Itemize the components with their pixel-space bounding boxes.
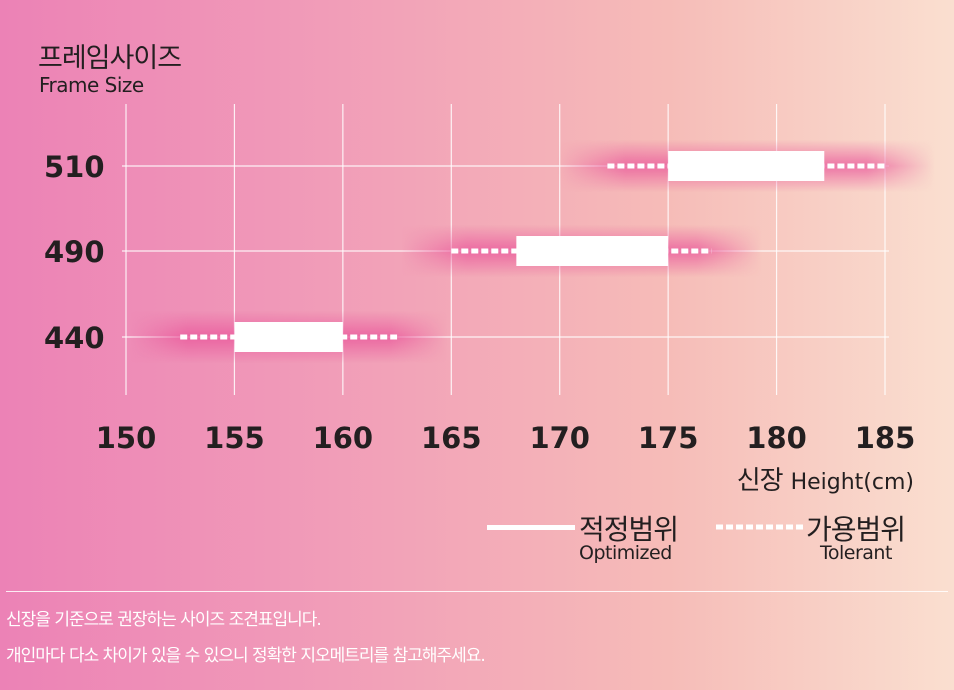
y-tick-label: 440 xyxy=(44,321,105,355)
legend-optimized: 적정범위 Optimized xyxy=(487,508,687,568)
legend-dashed-line xyxy=(716,524,804,530)
x-tick-label: 170 xyxy=(529,421,590,455)
x-tick-label: 155 xyxy=(204,421,265,455)
x-tick-label: 160 xyxy=(313,421,374,455)
y-axis-title-korean: 프레임사이즈 xyxy=(38,43,182,74)
x-tick-label: 150 xyxy=(96,421,157,455)
x-tick-label: 165 xyxy=(421,421,482,455)
y-tick-label: 510 xyxy=(44,150,105,184)
divider xyxy=(6,591,948,592)
optimized-range-490 xyxy=(516,236,669,266)
x-axis-title-english: Height(cm) xyxy=(790,470,914,495)
legend-tolerant-label: 가용범위 xyxy=(806,513,906,546)
y-axis-title-english: Frame Size xyxy=(39,73,144,97)
legend-tolerant-sublabel: Tolerant xyxy=(820,542,892,564)
x-axis-title: 신장 Height(cm) xyxy=(737,460,914,497)
note-line-1: 신장을 기준으로 권장하는 사이즈 조견표입니다. xyxy=(6,610,322,630)
y-tick-label: 490 xyxy=(44,235,105,269)
x-tick-label: 185 xyxy=(855,421,916,455)
legend-solid-line xyxy=(487,525,575,530)
note-line-2: 개인마다 다소 차이가 있을 수 있으니 정확한 지오메트리를 참고해주세요. xyxy=(6,646,486,666)
optimized-range-440 xyxy=(234,322,343,352)
legend-optimized-sublabel: Optimized xyxy=(579,542,672,564)
x-axis-title-korean: 신장 xyxy=(736,466,784,496)
optimized-range-510 xyxy=(668,151,825,181)
legend-tolerant: 가용범위 Tolerant xyxy=(716,508,916,568)
x-tick-label: 175 xyxy=(638,421,699,455)
legend-optimized-label: 적정범위 xyxy=(579,513,679,546)
x-tick-label: 180 xyxy=(746,421,807,455)
